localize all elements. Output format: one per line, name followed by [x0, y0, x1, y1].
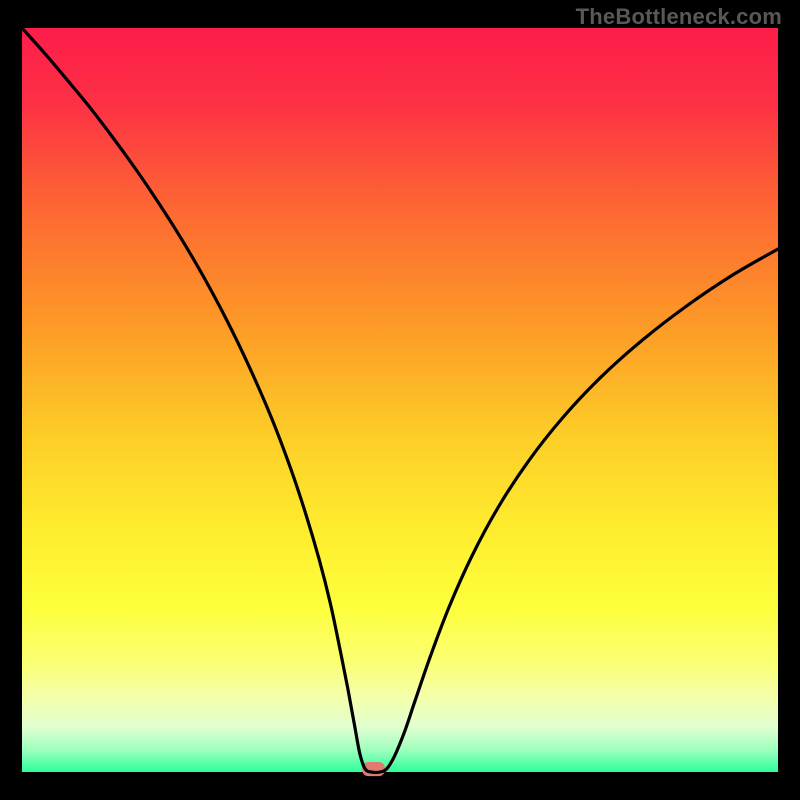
chart-frame: TheBottleneck.com	[0, 0, 800, 800]
plot-background	[22, 28, 778, 772]
watermark-text: TheBottleneck.com	[576, 4, 782, 30]
gradient-v-curve-chart	[0, 0, 800, 800]
